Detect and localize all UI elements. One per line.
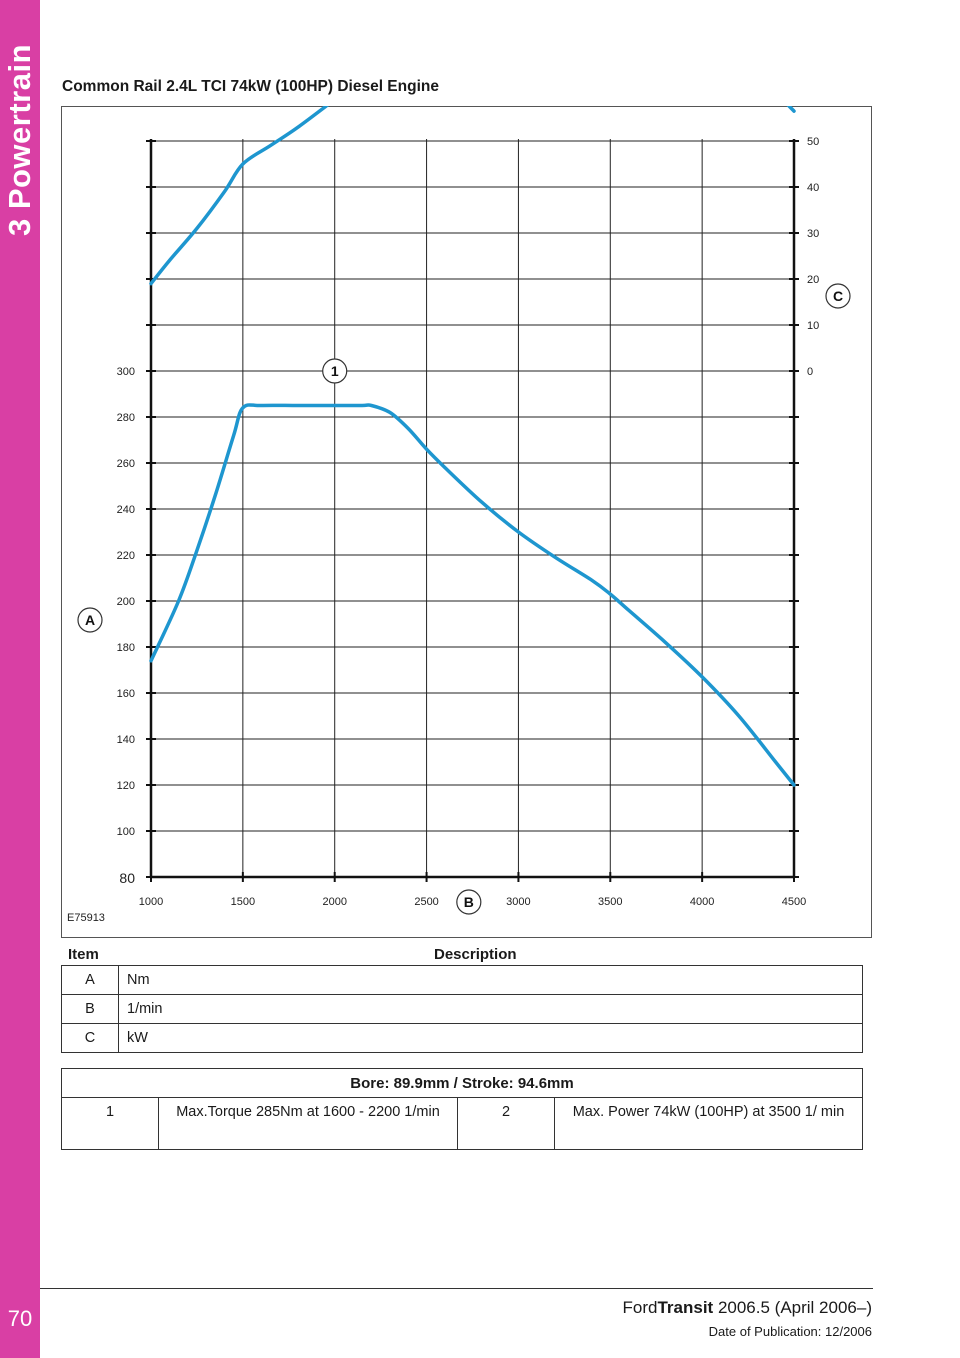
footer-edition: 2006.5 (April 2006–) <box>713 1298 872 1317</box>
page-number: 70 <box>7 1306 33 1331</box>
legend-table: A Nm B 1/min C kW <box>61 965 863 1053</box>
series-2-curve <box>149 106 796 286</box>
callout-series-1-label: 1 <box>331 363 339 379</box>
y-right-tick-label: 0 <box>807 366 813 378</box>
x-tick-label: 2500 <box>414 896 438 908</box>
y-left-tick-label: 240 <box>117 504 135 516</box>
section-title: 3 Powertrain <box>2 43 37 237</box>
x-tick-label: 3500 <box>598 896 622 908</box>
footer-date: Date of Publication: 12/2006 <box>708 1324 872 1339</box>
x-tick-label: 3000 <box>506 896 530 908</box>
y-right-tick-label: 40 <box>807 182 819 194</box>
y-left-tick-label: 140 <box>117 734 135 746</box>
spec-header: Bore: 89.9mm / Stroke: 94.6mm <box>61 1068 863 1098</box>
callout-axis-c-circle <box>825 283 851 309</box>
callout-axis-a-label: A <box>85 612 95 628</box>
table-row: B 1/min <box>61 994 863 1024</box>
legend-description-cell: 1/min <box>118 994 863 1024</box>
legend-item-cell: C <box>61 1023 119 1053</box>
chart-frame <box>61 106 872 938</box>
figure-title: Common Rail 2.4L TCI 74kW (100HP) Diesel… <box>62 78 439 95</box>
legend-description-cell: Nm <box>118 965 863 995</box>
y-left-tick-label: 80 <box>119 870 135 886</box>
table-row: Bore: 89.9mm / Stroke: 94.6mm <box>61 1068 863 1098</box>
y-left-tick-label: 280 <box>117 412 135 424</box>
callout-axis-b-label: B <box>464 894 474 910</box>
y-left-tick-label: 180 <box>117 642 135 654</box>
y-left-tick-label: 200 <box>117 596 135 608</box>
section-side-band <box>0 0 40 1358</box>
y-right-tick-label: 30 <box>807 228 819 240</box>
y-left-tick-label: 160 <box>117 688 135 700</box>
footer-publication: FordTransit 2006.5 (April 2006–) <box>623 1298 873 1318</box>
callout-axis-b-circle <box>456 889 482 915</box>
y-right-tick-label: 20 <box>807 274 819 286</box>
spec-number-cell: 2 <box>457 1097 555 1150</box>
spec-table: Bore: 89.9mm / Stroke: 94.6mm 1 Max.Torq… <box>61 1068 863 1150</box>
legend-header-item: Item <box>68 946 99 963</box>
legend-item-cell: B <box>61 994 119 1024</box>
footer-brand: Ford <box>622 1298 658 1317</box>
footer-rule <box>40 1288 873 1289</box>
callout-axis-a-circle <box>77 607 103 633</box>
legend-header-description: Description <box>434 946 517 963</box>
y-right-tick-label: 50 <box>807 136 819 148</box>
y-left-tick-label: 220 <box>117 550 135 562</box>
table-row: A Nm <box>61 965 863 995</box>
x-tick-label: 4000 <box>690 896 714 908</box>
x-tick-label: 1500 <box>231 896 255 908</box>
footer-model: Transit <box>657 1298 714 1317</box>
legend-item-cell: A <box>61 965 119 995</box>
x-tick-label: 4500 <box>782 896 806 908</box>
y-right-tick-label: 10 <box>807 320 819 332</box>
spec-number-cell: 1 <box>61 1097 159 1150</box>
table-row: C kW <box>61 1023 863 1053</box>
legend-description-cell: kW <box>118 1023 863 1053</box>
spec-text-cell: Max. Power 74kW (100HP) at 3500 1/ min <box>554 1097 863 1150</box>
x-tick-label: 2000 <box>322 896 346 908</box>
spec-text-cell: Max.Torque 285Nm at 1600 - 2200 1/min <box>158 1097 458 1150</box>
y-left-tick-label: 120 <box>117 780 135 792</box>
table-row: 1 Max.Torque 285Nm at 1600 - 2200 1/min … <box>61 1097 863 1150</box>
callout-series-1-circle <box>322 358 348 384</box>
y-left-tick-label: 260 <box>117 458 135 470</box>
y-left-tick-label: 300 <box>117 366 135 378</box>
figure-code: E75913 <box>67 912 105 924</box>
series-1-curve <box>149 403 796 787</box>
y-left-tick-label: 100 <box>117 826 135 838</box>
callout-axis-c-label: C <box>833 288 843 304</box>
x-tick-label: 1000 <box>139 896 163 908</box>
